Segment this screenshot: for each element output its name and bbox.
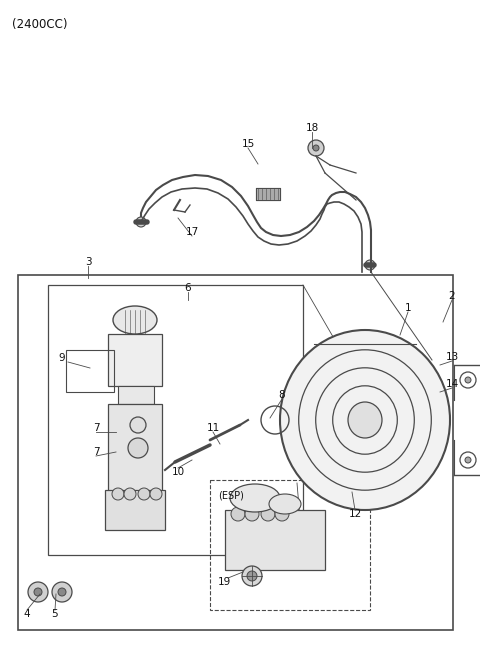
Text: 4: 4 (24, 609, 30, 619)
Circle shape (460, 372, 476, 388)
Text: 13: 13 (445, 352, 458, 362)
Circle shape (242, 566, 262, 586)
Bar (18, 275, 453, 630)
Circle shape (128, 438, 148, 458)
Circle shape (130, 417, 146, 433)
Text: 15: 15 (241, 139, 254, 149)
Text: 5: 5 (52, 609, 58, 619)
Bar (210, 480, 370, 610)
Circle shape (58, 588, 66, 596)
Text: 2: 2 (449, 291, 456, 301)
Circle shape (112, 488, 124, 500)
Circle shape (245, 507, 259, 521)
Text: 17: 17 (185, 227, 199, 237)
Bar (108, 404, 162, 494)
Circle shape (465, 377, 471, 383)
Circle shape (365, 260, 375, 270)
Text: 8: 8 (279, 390, 285, 400)
Bar (225, 510, 325, 570)
Bar (105, 490, 165, 530)
Circle shape (261, 507, 275, 521)
Ellipse shape (230, 484, 280, 512)
Ellipse shape (269, 494, 301, 514)
Circle shape (465, 457, 471, 463)
Bar (66, 350, 114, 392)
Bar (48, 285, 303, 555)
Circle shape (275, 507, 289, 521)
Text: 1: 1 (405, 303, 411, 313)
Ellipse shape (280, 330, 450, 510)
Text: 18: 18 (305, 123, 319, 133)
Ellipse shape (348, 402, 382, 438)
Circle shape (136, 217, 146, 227)
Circle shape (231, 507, 245, 521)
Circle shape (28, 582, 48, 602)
Text: (ESP): (ESP) (218, 490, 244, 500)
Text: 10: 10 (171, 467, 185, 477)
Text: 6: 6 (185, 283, 192, 293)
Circle shape (150, 488, 162, 500)
Bar (108, 334, 162, 386)
Circle shape (138, 488, 150, 500)
Text: 7: 7 (93, 423, 99, 433)
Text: 7: 7 (93, 447, 99, 457)
Ellipse shape (113, 306, 157, 334)
Text: 14: 14 (445, 379, 458, 389)
Circle shape (460, 452, 476, 468)
Circle shape (34, 588, 42, 596)
Circle shape (308, 140, 324, 156)
Circle shape (247, 571, 257, 581)
Circle shape (52, 582, 72, 602)
Text: 11: 11 (206, 423, 220, 433)
Circle shape (313, 145, 319, 151)
Text: 12: 12 (348, 509, 361, 519)
Text: (2400CC): (2400CC) (12, 18, 68, 31)
Text: 3: 3 (84, 257, 91, 267)
Text: 19: 19 (217, 577, 230, 587)
Text: 9: 9 (59, 353, 65, 363)
Bar (118, 386, 154, 404)
Circle shape (124, 488, 136, 500)
